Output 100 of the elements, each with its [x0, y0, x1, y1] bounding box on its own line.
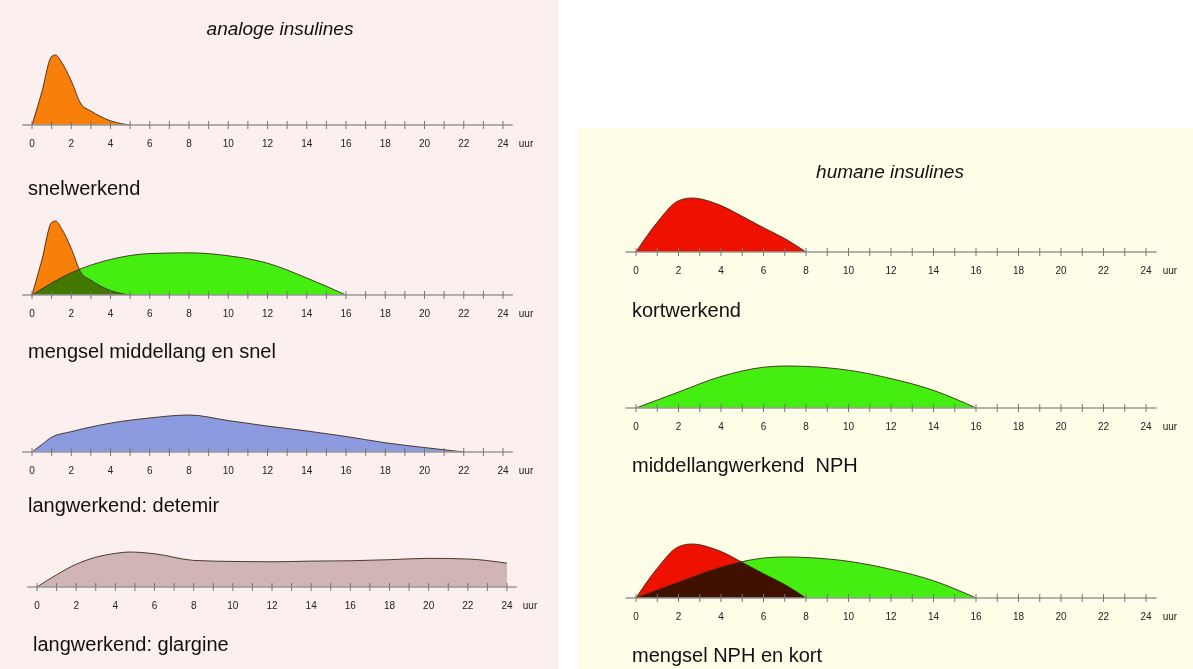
- x-tick-label: 14: [301, 465, 313, 476]
- x-tick-label: 12: [266, 600, 278, 611]
- x-tick-label: 22: [458, 138, 470, 149]
- x-tick-label: 12: [261, 308, 274, 319]
- x-tick-label: 18: [379, 308, 392, 319]
- text: snelwerkend: [28, 177, 141, 199]
- x-tick-label: 8: [803, 611, 810, 622]
- x-tick-label: 2: [68, 465, 75, 476]
- x-tick-label: 18: [1012, 265, 1025, 276]
- x-tick-label: 18: [379, 465, 392, 476]
- x-axis-title: uur: [1162, 265, 1178, 276]
- x-tick-label: 20: [423, 600, 435, 611]
- x-tick-label: 2: [675, 421, 682, 432]
- x-tick-label: 6: [760, 421, 767, 432]
- x-tick-label: 20: [1055, 421, 1067, 432]
- x-tick-label: 24: [501, 600, 513, 611]
- x-tick-label: 20: [418, 308, 431, 319]
- x-tick-label: 0: [633, 421, 640, 432]
- x-axis-title: uur: [1162, 611, 1178, 622]
- x-tick-label: 8: [186, 138, 193, 149]
- x-tick-label: 8: [186, 465, 193, 476]
- x-tick-label: 12: [261, 138, 274, 149]
- x-tick-label: 0: [633, 265, 640, 276]
- x-tick-label: 6: [146, 308, 153, 319]
- x-tick-label: 10: [222, 308, 235, 319]
- x-axis-title: uur: [518, 308, 534, 319]
- x-tick-label: 8: [190, 600, 197, 611]
- x-tick-label: 0: [29, 138, 36, 149]
- text: langwerkend: detemir: [28, 494, 220, 516]
- x-tick-label: 24: [1140, 265, 1152, 276]
- x-tick-label: 6: [151, 600, 158, 611]
- x-tick-label: 14: [301, 308, 313, 319]
- x-tick-label: 20: [418, 138, 431, 149]
- x-tick-label: 16: [340, 308, 352, 319]
- x-tick-label: 2: [675, 265, 682, 276]
- text: mengsel middellang en snel: [28, 340, 276, 362]
- x-tick-label: 24: [497, 308, 509, 319]
- x-tick-label: 14: [305, 600, 318, 611]
- x-tick-label: 10: [842, 611, 855, 622]
- x-tick-label: 10: [227, 600, 239, 611]
- x-tick-label: 2: [675, 611, 682, 622]
- x-tick-label: 24: [497, 465, 509, 476]
- x-tick-label: 4: [112, 600, 119, 611]
- x-tick-label: 8: [803, 265, 810, 276]
- x-tick-label: 12: [885, 265, 897, 276]
- x-tick-label: 22: [1097, 265, 1110, 276]
- x-tick-label: 4: [107, 465, 114, 476]
- x-tick-label: 16: [340, 465, 352, 476]
- x-tick-label: 18: [1012, 421, 1025, 432]
- x-tick-label: 4: [718, 421, 725, 432]
- x-tick-label: 10: [842, 421, 855, 432]
- x-tick-label: 20: [1055, 611, 1067, 622]
- text: mengsel NPH en kort: [632, 644, 823, 666]
- x-tick-label: 18: [1012, 611, 1025, 622]
- x-tick-label: 0: [29, 465, 36, 476]
- text: middellangwerkend NPH: [632, 454, 858, 476]
- x-tick-label: 0: [633, 611, 640, 622]
- x-tick-label: 16: [340, 138, 352, 149]
- text: langwerkend: glargine: [33, 633, 229, 655]
- x-tick-label: 4: [107, 308, 114, 319]
- x-tick-label: 12: [261, 465, 274, 476]
- x-tick-label: 2: [68, 138, 75, 149]
- text: kortwerkend: [632, 299, 741, 321]
- x-axis-title: uur: [522, 600, 538, 611]
- x-axis-title: uur: [518, 465, 534, 476]
- x-tick-label: 24: [1140, 421, 1152, 432]
- x-tick-label: 6: [146, 138, 153, 149]
- x-tick-label: 24: [497, 138, 509, 149]
- x-tick-label: 22: [458, 465, 470, 476]
- x-tick-label: 0: [34, 600, 41, 611]
- x-tick-label: 22: [1097, 421, 1110, 432]
- x-tick-label: 10: [222, 138, 235, 149]
- x-tick-label: 6: [760, 611, 767, 622]
- x-tick-label: 18: [383, 600, 396, 611]
- x-tick-label: 14: [927, 265, 940, 276]
- chart-title: analoge insulines: [206, 18, 354, 39]
- x-tick-label: 2: [68, 308, 75, 319]
- x-tick-label: 10: [222, 465, 235, 476]
- x-tick-label: 16: [970, 611, 982, 622]
- x-tick-label: 12: [885, 611, 897, 622]
- x-tick-label: 22: [1097, 611, 1110, 622]
- x-tick-label: 16: [344, 600, 357, 611]
- x-tick-label: 8: [803, 421, 810, 432]
- x-tick-label: 14: [301, 138, 313, 149]
- x-tick-label: 4: [718, 265, 725, 276]
- x-tick-label: 20: [418, 465, 431, 476]
- x-tick-label: 22: [458, 308, 470, 319]
- x-tick-label: 16: [970, 265, 982, 276]
- x-tick-label: 8: [186, 308, 193, 319]
- x-tick-label: 24: [1140, 611, 1152, 622]
- x-axis-title: uur: [1162, 421, 1178, 432]
- x-tick-label: 4: [718, 611, 725, 622]
- x-tick-label: 14: [927, 611, 940, 622]
- x-tick-label: 6: [146, 465, 153, 476]
- x-tick-label: 12: [885, 421, 897, 432]
- x-tick-label: 14: [927, 421, 940, 432]
- x-tick-label: 0: [29, 308, 36, 319]
- x-tick-label: 22: [462, 600, 474, 611]
- x-tick-label: 4: [107, 138, 114, 149]
- chart-title: humane insulines: [816, 161, 965, 182]
